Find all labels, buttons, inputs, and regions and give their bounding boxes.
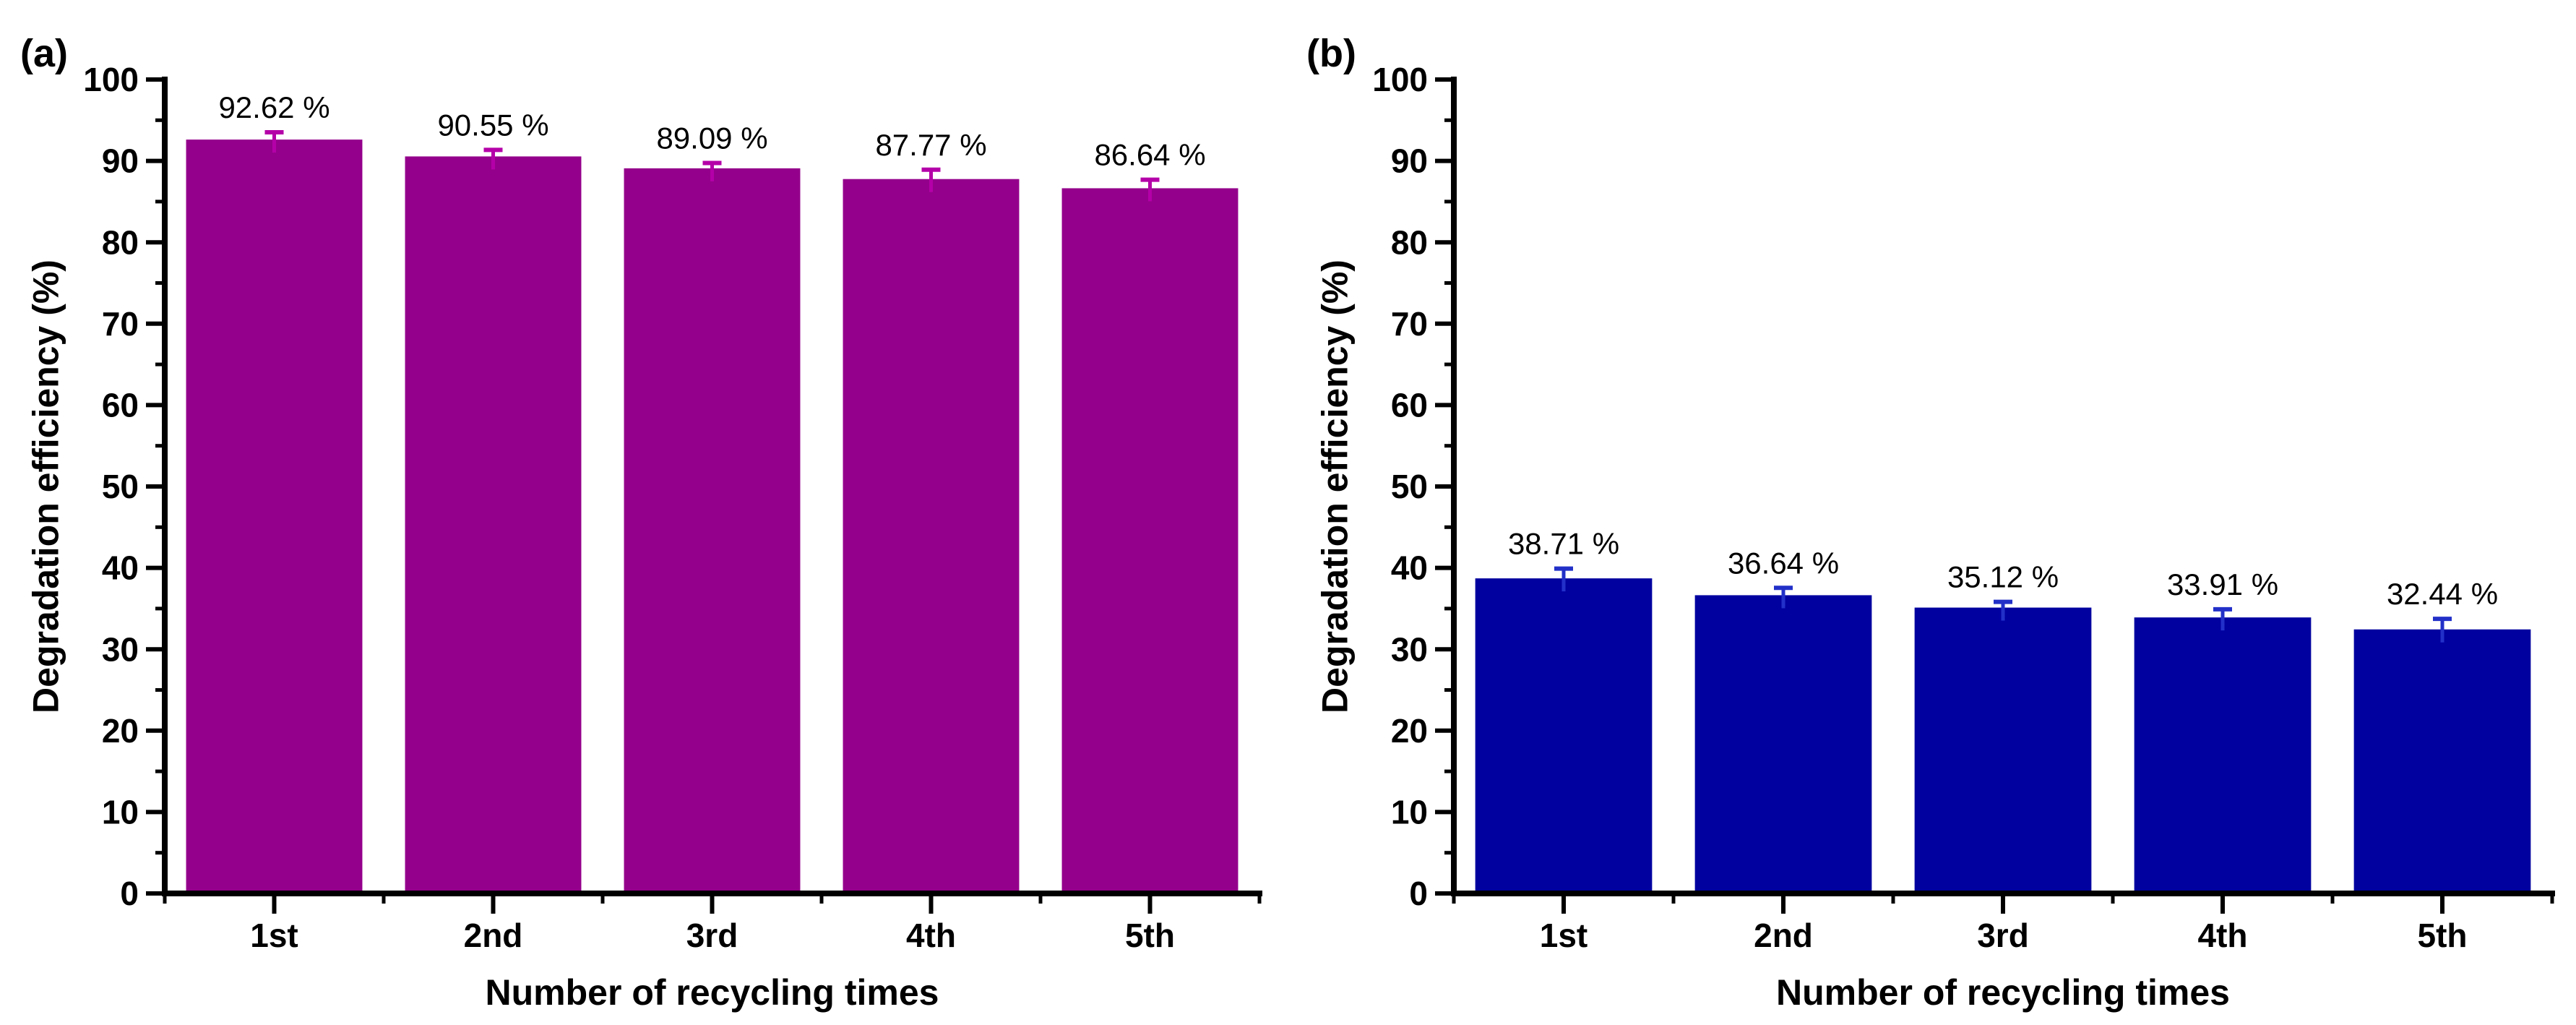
y-tick-label: 100: [83, 61, 139, 98]
y-tick-label: 10: [1391, 794, 1428, 831]
bar-1st: [1475, 578, 1653, 893]
y-tick-label: 40: [102, 549, 139, 587]
y-tick-label: 90: [102, 142, 139, 180]
value-label: 87.77 %: [875, 128, 986, 162]
x-tick-label: 4th: [906, 917, 956, 954]
bar-3rd: [624, 168, 801, 893]
y-tick-label: 60: [1391, 387, 1428, 424]
y-tick-label: 20: [102, 712, 139, 750]
x-tick-label: 1st: [250, 917, 298, 954]
value-label: 92.62 %: [218, 90, 329, 124]
y-tick-label: 30: [102, 630, 139, 668]
bar-5th: [2353, 629, 2531, 893]
x-tick-label: 5th: [2418, 917, 2468, 954]
bar-2nd: [405, 156, 582, 894]
value-label: 89.09 %: [656, 121, 767, 155]
chart-panel-a: 92.62 % 1st 90.55 % 2nd 89.09 % 3rd 87.77 % 4th…: [20, 32, 1262, 1013]
chart-panel-b: 38.71 % 1st 36.64 % 2nd 35.12 % 3rd 33.91 % 4th…: [1306, 32, 2555, 1013]
y-axis-title: Degradation efficiency (%): [1315, 260, 1356, 713]
value-label: 35.12 %: [1947, 560, 2059, 594]
panel-tag: (b): [1306, 32, 1356, 75]
x-tick-label: 2nd: [1754, 917, 1813, 954]
y-tick-label: 50: [1391, 468, 1428, 505]
value-label: 36.64 %: [1728, 546, 1839, 580]
y-tick-label: 80: [1391, 223, 1428, 261]
bar-2nd: [1694, 595, 1872, 893]
x-axis-title: Number of recycling times: [1776, 972, 2230, 1013]
bar-1st: [186, 140, 363, 894]
x-tick-label: 5th: [1125, 917, 1175, 954]
x-tick-label: 3rd: [686, 917, 738, 954]
y-tick-label: 20: [1391, 712, 1428, 750]
x-tick-label: 1st: [1540, 917, 1588, 954]
value-label: 33.91 %: [2167, 567, 2278, 601]
value-label: 32.44 %: [2387, 577, 2498, 611]
panel-tag: (a): [20, 32, 68, 75]
bar-4th: [843, 179, 1020, 894]
x-tick-label: 3rd: [1977, 917, 2029, 954]
y-tick-label: 60: [102, 387, 139, 424]
y-tick-label: 70: [1391, 305, 1428, 343]
y-tick-label: 30: [1391, 630, 1428, 668]
value-label: 90.55 %: [437, 108, 548, 142]
y-tick-label: 50: [102, 468, 139, 505]
bar-3rd: [1914, 607, 2092, 893]
y-axis-title: Degradation efficiency (%): [26, 260, 66, 713]
y-tick-label: 70: [102, 305, 139, 343]
y-tick-label: 80: [102, 223, 139, 261]
x-axis-title: Number of recycling times: [486, 972, 939, 1013]
y-tick-label: 90: [1391, 142, 1428, 180]
value-label: 86.64 %: [1094, 138, 1205, 172]
x-tick-label: 2nd: [464, 917, 523, 954]
y-tick-label: 100: [1372, 61, 1428, 98]
bar-5th: [1061, 188, 1239, 893]
y-tick-label: 0: [120, 875, 139, 912]
value-label: 38.71 %: [1508, 527, 1619, 561]
y-tick-label: 10: [102, 794, 139, 831]
bar-4th: [2134, 617, 2312, 893]
y-tick-label: 40: [1391, 549, 1428, 587]
y-tick-label: 0: [1409, 875, 1428, 912]
x-tick-label: 4th: [2198, 917, 2248, 954]
